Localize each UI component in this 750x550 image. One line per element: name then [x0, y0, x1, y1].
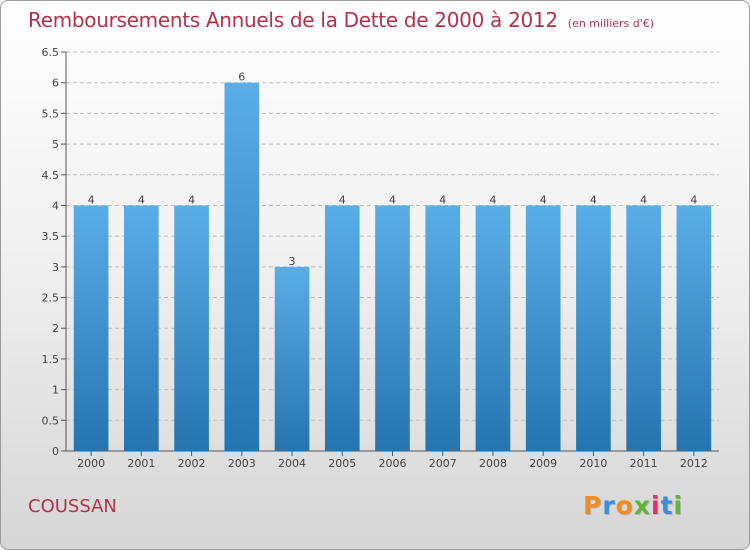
y-tick-label: 2	[52, 322, 59, 335]
y-tick-label: 4.5	[42, 169, 60, 182]
x-tick-label-2010: 2010	[579, 457, 607, 470]
x-tick-label-2004: 2004	[278, 457, 306, 470]
x-tick-label-2003: 2003	[228, 457, 256, 470]
y-tick-label: 2.5	[42, 292, 60, 305]
bar-2012	[676, 205, 712, 451]
bar-2007	[425, 205, 461, 451]
x-tick-label-2009: 2009	[529, 457, 557, 470]
bar-2004	[274, 266, 310, 451]
bar-2002	[174, 205, 209, 451]
bar-2003	[224, 82, 260, 451]
y-tick-label: 5	[52, 138, 59, 151]
chart-subtitle: (en milliers d'€)	[567, 17, 655, 30]
title-text: Remboursements Annuels de la Dette de 20…	[28, 8, 558, 32]
commune-name: COUSSAN	[28, 496, 117, 517]
x-tick-label-2007: 2007	[429, 457, 457, 470]
x-tick-label-2005: 2005	[328, 457, 356, 470]
data-label-2005: 4	[339, 193, 346, 206]
data-label-2003: 6	[238, 71, 245, 84]
x-tick-labels: 2000 2001 2002 2003 2004 2005 2006 2007 2008 2009…	[77, 457, 708, 470]
x-tick-label-2006: 2006	[379, 457, 407, 470]
x-tick-label-2012: 2012	[680, 457, 708, 470]
y-tick-label: 0	[52, 445, 59, 458]
data-label-2001: 4	[138, 193, 145, 206]
data-label-2011: 4	[640, 193, 647, 206]
y-tick-label: 3	[52, 261, 59, 274]
bars	[73, 82, 712, 451]
y-tick-label: 1	[52, 384, 59, 397]
data-label-2009: 4	[540, 193, 547, 206]
data-label-2008: 4	[489, 193, 496, 206]
y-tick-label: 5.5	[42, 107, 60, 120]
y-tick-label: 6	[52, 77, 59, 90]
x-tick-label-2000: 2000	[77, 457, 105, 470]
y-tick-labels: 0 0.5 1 1.5 2 2.5 3 3.5 4 4.5 5 5.5 6 6.5	[42, 46, 60, 458]
bar-2006	[375, 205, 410, 451]
y-tick-label: 0.5	[42, 414, 60, 427]
data-labels: 4 4 4 6 3 4 4 4 4 4 4 4 4	[88, 71, 698, 268]
data-label-2006: 4	[389, 193, 396, 206]
data-label-2004: 3	[289, 255, 296, 268]
y-tick-label: 6.5	[42, 46, 60, 59]
bar-2008	[475, 205, 511, 451]
bar-2000	[73, 205, 109, 451]
bar-2009	[525, 205, 561, 451]
bar-2005	[324, 205, 360, 451]
x-tick-label-2001: 2001	[127, 457, 155, 470]
y-tick-label: 1.5	[42, 353, 60, 366]
x-tick-label-2011: 2011	[630, 457, 658, 470]
proxiti-logo: Proxiti	[583, 491, 684, 520]
data-label-2000: 4	[88, 193, 95, 206]
bar-2010	[576, 205, 611, 451]
data-label-2012: 4	[690, 193, 697, 206]
data-label-2007: 4	[439, 193, 446, 206]
data-label-2010: 4	[590, 193, 597, 206]
y-tick-label: 4	[52, 199, 59, 212]
x-tick-label-2008: 2008	[479, 457, 507, 470]
y-tick-label: 3.5	[42, 230, 60, 243]
data-label-2002: 4	[188, 193, 195, 206]
bar-2001	[124, 205, 159, 451]
bar-2011	[626, 205, 661, 451]
chart-title: Remboursements Annuels de la Dette de 20…	[28, 8, 654, 32]
x-tick-label-2002: 2002	[178, 457, 206, 470]
